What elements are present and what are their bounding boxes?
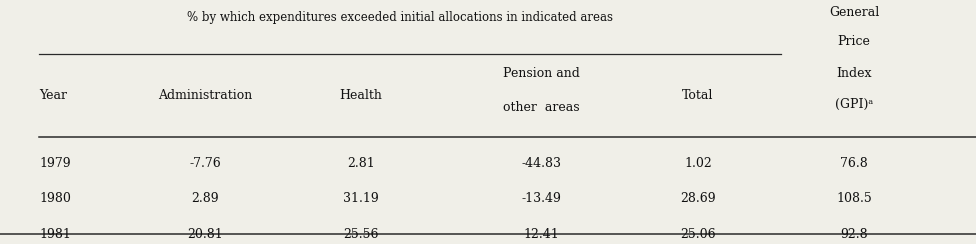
- Text: 25.56: 25.56: [344, 228, 379, 241]
- Text: 12.41: 12.41: [524, 228, 559, 241]
- Text: Total: Total: [682, 89, 713, 102]
- Text: -7.76: -7.76: [189, 157, 221, 170]
- Text: Price: Price: [837, 35, 871, 48]
- Text: Pension and: Pension and: [504, 67, 580, 80]
- Text: -13.49: -13.49: [522, 192, 561, 205]
- Text: 25.06: 25.06: [680, 228, 715, 241]
- Text: 108.5: 108.5: [836, 192, 872, 205]
- Text: (GPI)ᵃ: (GPI)ᵃ: [834, 98, 874, 112]
- Text: General: General: [829, 6, 879, 19]
- Text: 1980: 1980: [39, 192, 71, 205]
- Text: 1981: 1981: [39, 228, 71, 241]
- Text: Health: Health: [340, 89, 383, 102]
- Text: 2.81: 2.81: [347, 157, 375, 170]
- Text: 2.89: 2.89: [191, 192, 219, 205]
- Text: 1979: 1979: [39, 157, 70, 170]
- Text: 76.8: 76.8: [840, 157, 868, 170]
- Text: 31.19: 31.19: [344, 192, 379, 205]
- Text: 20.81: 20.81: [187, 228, 223, 241]
- Text: -44.83: -44.83: [522, 157, 561, 170]
- Text: 28.69: 28.69: [680, 192, 715, 205]
- Text: % by which expenditures exceeded initial allocations in indicated areas: % by which expenditures exceeded initial…: [187, 10, 613, 24]
- Text: Administration: Administration: [158, 89, 252, 102]
- Text: Index: Index: [836, 67, 872, 80]
- Text: 1.02: 1.02: [684, 157, 712, 170]
- Text: 92.8: 92.8: [840, 228, 868, 241]
- Text: Year: Year: [39, 89, 67, 102]
- Text: other  areas: other areas: [504, 101, 580, 114]
